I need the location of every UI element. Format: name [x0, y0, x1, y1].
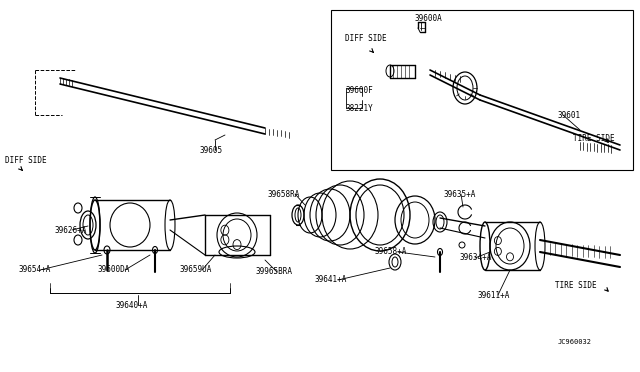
Text: 39611+A: 39611+A — [478, 291, 510, 299]
Text: TIRE SIDE: TIRE SIDE — [573, 134, 614, 142]
Text: 39658RA: 39658RA — [268, 189, 300, 199]
Text: JC960032: JC960032 — [558, 339, 592, 345]
Text: 39640+A: 39640+A — [115, 301, 147, 310]
Text: 39626+A: 39626+A — [54, 225, 86, 234]
Text: 39600F: 39600F — [346, 86, 374, 94]
Text: 39654+A: 39654+A — [18, 266, 51, 275]
Text: DIFF SIDE: DIFF SIDE — [5, 155, 47, 164]
Text: 39641+A: 39641+A — [315, 276, 348, 285]
Ellipse shape — [104, 246, 110, 254]
Text: 39659UA: 39659UA — [180, 266, 212, 275]
Text: 39634+A: 39634+A — [460, 253, 492, 263]
Text: 39600DA: 39600DA — [97, 266, 129, 275]
Text: 39658+A: 39658+A — [375, 247, 408, 257]
Text: 39600A: 39600A — [415, 13, 443, 22]
Bar — [331, 10, 633, 170]
Text: 38221Y: 38221Y — [346, 103, 374, 112]
Text: DIFF SIDE: DIFF SIDE — [345, 33, 387, 42]
Text: 39635+A: 39635+A — [444, 189, 476, 199]
Text: TIRE SIDE: TIRE SIDE — [555, 280, 596, 289]
Text: 39601: 39601 — [558, 110, 581, 119]
Text: 39605: 39605 — [200, 145, 223, 154]
Text: 39965BRA: 39965BRA — [255, 267, 292, 276]
